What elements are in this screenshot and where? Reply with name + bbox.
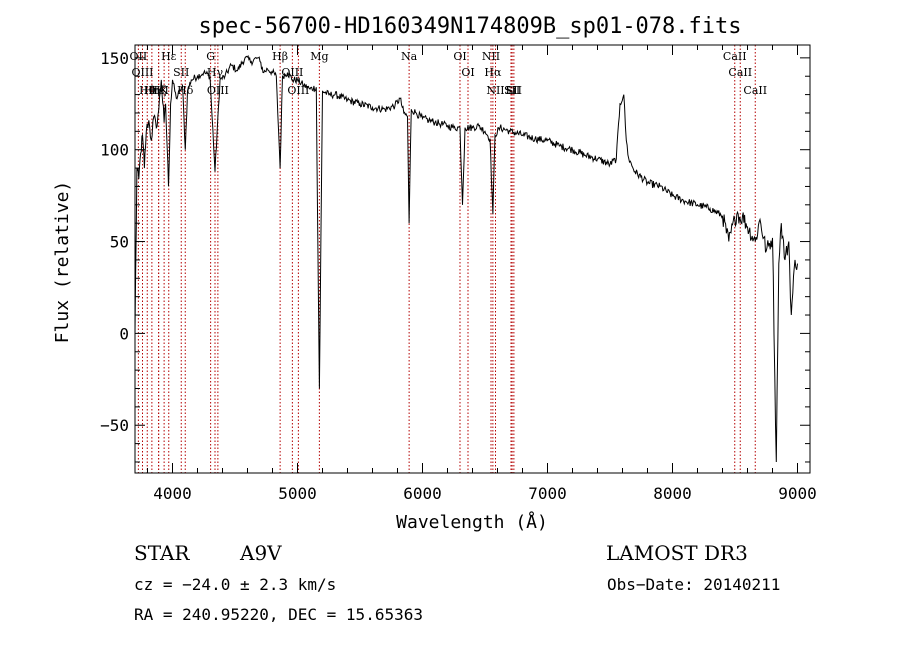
- y-tick-label: 100: [100, 141, 129, 160]
- y-axis-label: Flux (relative): [52, 181, 73, 344]
- plot-frame: [134, 44, 811, 474]
- line-marker-label: Li: [506, 84, 517, 97]
- line-marker-label: Hη: [144, 84, 160, 97]
- line-marker-label: CaII: [743, 84, 767, 97]
- line-marker-label: SII: [504, 84, 520, 97]
- x-tick-label: 4000: [153, 484, 192, 503]
- line-marker-label: NII: [482, 50, 500, 63]
- line-marker-label: Hε: [161, 50, 177, 63]
- line-marker-label: OIII: [287, 84, 309, 97]
- y-tick-label: 0: [119, 324, 129, 343]
- line-marker-label: Hθ: [139, 84, 156, 97]
- line-marker-label: SII: [173, 66, 189, 79]
- x-tick-label: 6000: [403, 484, 442, 503]
- object-class: STAR: [134, 541, 190, 565]
- line-marker-label: OII: [130, 50, 148, 63]
- line-marker-labels: OIIOIIIHθHηHeIHζKHεSIIHδGHγOIIIHβOIIIOII…: [130, 50, 768, 97]
- x-tick-label: 8000: [653, 484, 692, 503]
- x-tick-label: 7000: [528, 484, 567, 503]
- line-marker-label: Na: [401, 50, 418, 63]
- coordinates: RA = 240.95220, DEC = 15.65363: [134, 605, 423, 624]
- object-subclass: A9V: [239, 541, 282, 565]
- line-marker-label: OI: [461, 66, 474, 79]
- spectrum-line: [134, 54, 798, 463]
- line-marker-label: Hγ: [207, 66, 224, 79]
- y-tick-label: 150: [100, 49, 129, 68]
- line-marker-label: SII: [506, 84, 522, 97]
- x-tick-label: 5000: [278, 484, 317, 503]
- line-marker-label: CaII: [723, 50, 747, 63]
- observation-date: Obs−Date: 20140211: [607, 575, 780, 594]
- x-tick-label: 9000: [778, 484, 817, 503]
- line-marker-label: Hα: [484, 66, 502, 79]
- line-marker-label: CaII: [728, 66, 752, 79]
- survey-name: LAMOST DR3: [606, 541, 748, 565]
- redshift-cz: cz = −24.0 ± 2.3 km/s: [134, 575, 336, 594]
- chart-title: spec-56700-HD160349N174809B_sp01-078.fit…: [198, 14, 741, 39]
- line-markers: [137, 45, 756, 473]
- line-marker-label: OIII: [207, 84, 229, 97]
- x-axis-ticks: 4000 5000 6000 7000 8000 9000: [147, 45, 817, 503]
- line-marker-label: G: [206, 50, 215, 63]
- x-axis-label: Wavelength (Å): [396, 511, 548, 533]
- y-axis-ticks: −50 0 50 100 150: [100, 49, 810, 463]
- line-marker-label: Hζ: [151, 84, 167, 97]
- y-tick-label: 50: [110, 233, 129, 252]
- line-marker-label: Mg: [310, 50, 328, 63]
- y-tick-label: −50: [100, 416, 129, 435]
- line-marker-label: Hβ: [272, 50, 288, 63]
- line-marker-label: K: [160, 84, 169, 97]
- line-marker-label: NII: [486, 84, 504, 97]
- line-marker-label: HeI: [148, 84, 168, 97]
- line-marker-label: OI: [453, 50, 466, 63]
